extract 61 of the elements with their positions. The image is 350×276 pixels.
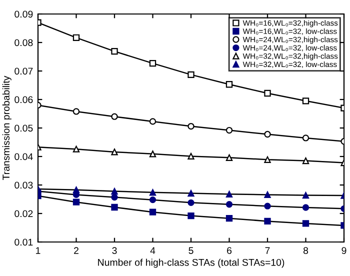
x-tick-label: 1	[36, 247, 40, 254]
x-tick-label: 2	[74, 247, 78, 254]
y-axis-title: Transmission probability	[2, 76, 12, 180]
point	[226, 190, 233, 198]
point	[302, 134, 310, 142]
point	[72, 34, 80, 41]
point	[111, 204, 118, 211]
point	[149, 189, 156, 196]
point	[264, 156, 271, 163]
y-tick-label: 0.06	[14, 96, 33, 104]
point	[302, 204, 310, 211]
x-tick-label: 6	[227, 247, 232, 254]
x-tick-label: 8	[303, 247, 308, 254]
point	[72, 186, 80, 194]
point	[226, 201, 233, 208]
point	[111, 148, 118, 156]
y-tick-label: 0.08	[14, 39, 33, 46]
point	[302, 220, 310, 227]
point	[226, 81, 233, 88]
x-tick-label: 3	[112, 247, 117, 254]
x-tick-label: 7	[265, 247, 270, 254]
point	[302, 157, 310, 164]
point	[226, 215, 233, 222]
y-tick-label: 0.09	[14, 10, 33, 18]
point	[149, 150, 156, 158]
point	[72, 198, 80, 206]
point	[188, 71, 194, 78]
point	[264, 218, 271, 225]
y-tick-label: 0.02	[14, 210, 33, 218]
point	[111, 194, 118, 201]
point	[188, 122, 194, 130]
point	[264, 202, 271, 210]
y-tick-label: 0.03	[14, 182, 33, 189]
point	[111, 48, 118, 55]
point	[188, 190, 194, 197]
point	[149, 118, 156, 125]
point	[149, 208, 156, 216]
x-tick-label: 5	[188, 247, 194, 254]
point	[72, 108, 80, 115]
point	[149, 196, 156, 204]
point	[302, 98, 310, 104]
x-axis-title: Number of high-class STAs (total STAs=10)	[98, 258, 284, 268]
y-tick-label: 0.04	[14, 153, 33, 160]
point	[149, 60, 156, 67]
x-tick-label: 9	[342, 247, 346, 254]
y-tick-label: 0.05	[14, 124, 33, 132]
point	[111, 188, 118, 195]
point	[188, 152, 194, 160]
point	[226, 154, 233, 161]
point	[264, 191, 271, 198]
point	[264, 130, 271, 138]
point	[72, 146, 80, 152]
point	[111, 113, 118, 120]
point	[226, 126, 233, 134]
point	[188, 199, 194, 206]
y-tick-label: 0.01	[14, 238, 33, 246]
point	[264, 90, 271, 97]
x-tick-label: 4	[150, 247, 156, 254]
point	[302, 192, 310, 199]
point	[188, 212, 194, 220]
y-tick-label: 0.07	[14, 68, 33, 75]
